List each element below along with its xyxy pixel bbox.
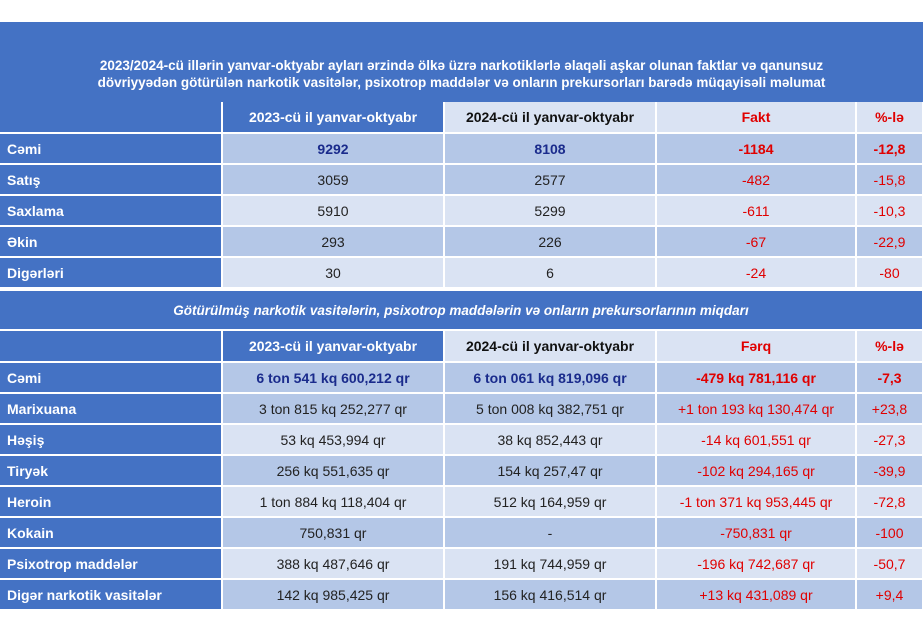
value-2023: 256 kq 551,635 qr <box>222 455 445 487</box>
seizures-header-row: 2023-cü il yanvar-oktyabr 2024-cü il yan… <box>0 330 923 363</box>
value-2024: 5 ton 008 kq 382,751 qr <box>444 393 657 425</box>
row-label: Digər narkotik vasitələr <box>0 579 223 611</box>
table-row: Kokain 750,831 qr - -750,831 qr -100 <box>0 517 923 549</box>
title-line-1: 2023/2024-cü illərin yanvar-oktyabr ayla… <box>99 58 824 73</box>
value-2023: 5910 <box>222 195 445 227</box>
value-2023: 3 ton 815 kq 252,277 qr <box>222 393 445 425</box>
report-title: 2023/2024-cü illərin yanvar-oktyabr ayla… <box>0 22 923 102</box>
value-diff: -750,831 qr <box>656 517 857 549</box>
cases-header-pct: %-lə <box>856 102 923 134</box>
row-label: Saxlama <box>0 195 223 227</box>
row-label: Cəmi <box>0 362 223 394</box>
value-2024: 6 ton 061 kq 819,096 qr <box>444 362 657 394</box>
row-label: Kokain <box>0 517 223 549</box>
table-row: Digərləri 30 6 -24 -80 <box>0 257 923 289</box>
value-diff: -479 kq 781,116 qr <box>656 362 857 394</box>
value-diff: -67 <box>656 226 857 258</box>
value-pct: -39,9 <box>856 455 923 487</box>
seizures-header-blank <box>0 330 223 363</box>
value-2024: 8108 <box>444 133 657 165</box>
value-2023: 9292 <box>222 133 445 165</box>
cases-header-row: 2023-cü il yanvar-oktyabr 2024-cü il yan… <box>0 102 923 134</box>
row-label: Psixotrop maddələr <box>0 548 223 580</box>
value-diff: -482 <box>656 164 857 196</box>
value-2024: - <box>444 517 657 549</box>
value-2023: 750,831 qr <box>222 517 445 549</box>
value-diff: -196 kq 742,687 qr <box>656 548 857 580</box>
value-diff: -14 kq 601,551 qr <box>656 424 857 456</box>
value-diff: +13 kq 431,089 qr <box>656 579 857 611</box>
value-2023: 6 ton 541 kq 600,212 qr <box>222 362 445 394</box>
value-2024: 38 kq 852,443 qr <box>444 424 657 456</box>
value-diff: -102 kq 294,165 qr <box>656 455 857 487</box>
value-2023: 3059 <box>222 164 445 196</box>
value-pct: -12,8 <box>856 133 923 165</box>
row-label: Heroin <box>0 486 223 518</box>
report-slide: 2023/2024-cü illərin yanvar-oktyabr ayla… <box>0 22 923 612</box>
value-pct: -10,3 <box>856 195 923 227</box>
cases-header-diff: Fakt <box>656 102 857 134</box>
table-row: Psixotrop maddələr 388 kq 487,646 qr 191… <box>0 548 923 580</box>
table-row: Tiryək 256 kq 551,635 qr 154 kq 257,47 q… <box>0 455 923 487</box>
value-2023: 293 <box>222 226 445 258</box>
value-pct: -7,3 <box>856 362 923 394</box>
value-pct: -27,3 <box>856 424 923 456</box>
value-pct: -100 <box>856 517 923 549</box>
seizures-section-title: Götürülmüş narkotik vasitələrin, psixotr… <box>0 291 923 331</box>
value-2024: 191 kq 744,959 qr <box>444 548 657 580</box>
cases-header-2024: 2024-cü il yanvar-oktyabr <box>444 102 657 134</box>
table-row: Cəmi 9292 8108 -1184 -12,8 <box>0 133 923 165</box>
row-label: Digərləri <box>0 257 223 289</box>
value-diff: -1184 <box>656 133 857 165</box>
table-row: Marixuana 3 ton 815 kq 252,277 qr 5 ton … <box>0 393 923 425</box>
value-diff: -24 <box>656 257 857 289</box>
value-2023: 30 <box>222 257 445 289</box>
table-row: Satış 3059 2577 -482 -15,8 <box>0 164 923 196</box>
value-2024: 5299 <box>444 195 657 227</box>
value-pct: -50,7 <box>856 548 923 580</box>
value-2024: 6 <box>444 257 657 289</box>
value-pct: +9,4 <box>856 579 923 611</box>
seizures-header-2024: 2024-cü il yanvar-oktyabr <box>444 330 657 363</box>
table-row: Saxlama 5910 5299 -611 -10,3 <box>0 195 923 227</box>
table-row: Əkin 293 226 -67 -22,9 <box>0 226 923 258</box>
table-row: Digər narkotik vasitələr 142 kq 985,425 … <box>0 579 923 611</box>
value-pct: -72,8 <box>856 486 923 518</box>
row-label: Cəmi <box>0 133 223 165</box>
seizures-section-row: Götürülmüş narkotik vasitələrin, psixotr… <box>0 291 923 331</box>
value-2024: 2577 <box>444 164 657 196</box>
row-label: Satış <box>0 164 223 196</box>
seizures-header-pct: %-lə <box>856 330 923 363</box>
row-label: Marixuana <box>0 393 223 425</box>
value-2023: 142 kq 985,425 qr <box>222 579 445 611</box>
cases-header-blank <box>0 102 223 134</box>
title-line-2: dövriyyədən götürülən narkotik vasitələr… <box>97 75 826 90</box>
value-2023: 1 ton 884 kq 118,404 qr <box>222 486 445 518</box>
value-2024: 156 kq 416,514 qr <box>444 579 657 611</box>
cases-table: 2023-cü il yanvar-oktyabr 2024-cü il yan… <box>0 102 923 289</box>
value-pct: -22,9 <box>856 226 923 258</box>
value-2024: 154 kq 257,47 qr <box>444 455 657 487</box>
seizures-header-diff: Fərq <box>656 330 857 363</box>
table-row: Həşiş 53 kq 453,994 qr 38 kq 852,443 qr … <box>0 424 923 456</box>
value-diff: -611 <box>656 195 857 227</box>
value-diff: +1 ton 193 kq 130,474 qr <box>656 393 857 425</box>
value-2023: 53 kq 453,994 qr <box>222 424 445 456</box>
table-row: Heroin 1 ton 884 kq 118,404 qr 512 kq 16… <box>0 486 923 518</box>
row-label: Tiryək <box>0 455 223 487</box>
row-label: Əkin <box>0 226 223 258</box>
value-pct: +23,8 <box>856 393 923 425</box>
value-2023: 388 kq 487,646 qr <box>222 548 445 580</box>
cases-header-2023: 2023-cü il yanvar-oktyabr <box>222 102 445 134</box>
value-2024: 512 kq 164,959 qr <box>444 486 657 518</box>
seizures-header-2023: 2023-cü il yanvar-oktyabr <box>222 330 445 363</box>
value-pct: -15,8 <box>856 164 923 196</box>
value-2024: 226 <box>444 226 657 258</box>
table-row: Cəmi 6 ton 541 kq 600,212 qr 6 ton 061 k… <box>0 362 923 394</box>
row-label: Həşiş <box>0 424 223 456</box>
seizures-table: Götürülmüş narkotik vasitələrin, psixotr… <box>0 291 923 611</box>
value-pct: -80 <box>856 257 923 289</box>
value-diff: -1 ton 371 kq 953,445 qr <box>656 486 857 518</box>
